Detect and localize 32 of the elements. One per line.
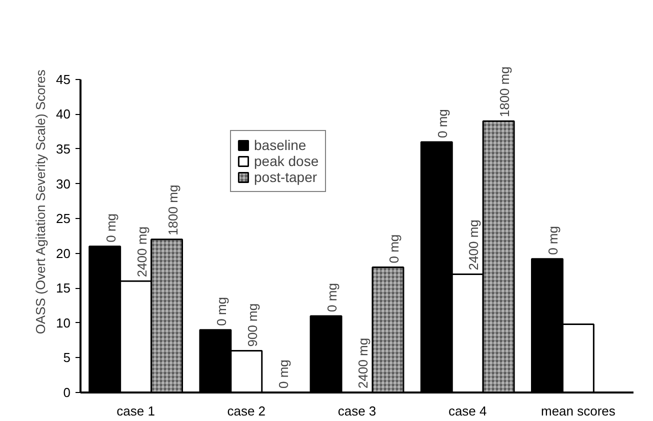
annotation: 0 mg bbox=[435, 109, 450, 138]
x-tick-label: mean scores bbox=[540, 404, 616, 418]
annotation: 2400 mg bbox=[466, 220, 482, 270]
x-tick-label: case 2 bbox=[227, 404, 266, 418]
legend-label: baseline bbox=[254, 137, 306, 153]
y-tick-label: 45 bbox=[56, 72, 71, 87]
annotation: 0 mg bbox=[546, 226, 561, 255]
legend-label: post-taper bbox=[254, 169, 318, 185]
y-tick-label: 20 bbox=[56, 246, 71, 261]
annotation: 1800 mg bbox=[165, 184, 180, 236]
x-tick-label: case 4 bbox=[448, 404, 487, 418]
y-tick-label: 0 bbox=[63, 385, 71, 400]
x-tick-label: case 3 bbox=[338, 404, 376, 418]
y-tick-label: 35 bbox=[56, 141, 71, 156]
annotation: 0 mg bbox=[276, 360, 291, 388]
y-tick-label: 5 bbox=[63, 350, 71, 366]
y-tick-label: 15 bbox=[56, 280, 71, 296]
y-tick-label: 40 bbox=[56, 106, 71, 122]
y-tick-label: 30 bbox=[56, 176, 71, 192]
y-tick-label: 25 bbox=[56, 211, 71, 226]
y-tick-label: 10 bbox=[56, 315, 71, 330]
annotation: 0 mg bbox=[214, 296, 229, 326]
legend-label: peak dose bbox=[254, 153, 319, 169]
annotation: 900 mg bbox=[244, 303, 260, 347]
annotation: 0 mg bbox=[386, 234, 402, 264]
annotation: 2400 mg bbox=[134, 226, 150, 278]
annotation: 1800 mg bbox=[497, 66, 512, 118]
x-tick-label: case 1 bbox=[116, 404, 155, 418]
y-axis-title: OASS (Overt Agitation Severity Scale) Scores bbox=[33, 69, 48, 334]
annotation: 2400 mg bbox=[356, 338, 370, 388]
annotation: 0 mg bbox=[103, 213, 118, 242]
annotation: 0 mg bbox=[324, 283, 340, 312]
